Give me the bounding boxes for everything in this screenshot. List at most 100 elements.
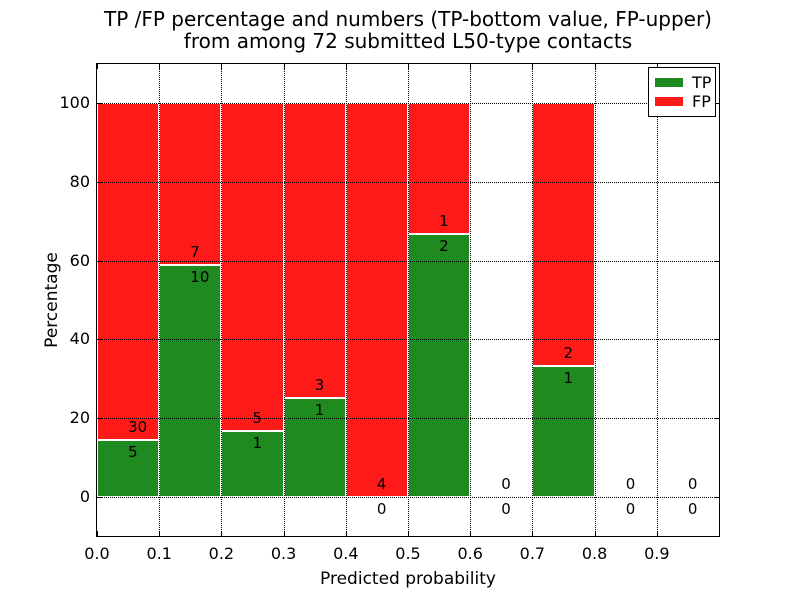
x-tick-mark [221, 64, 223, 69]
bar-segment-tp [97, 440, 160, 497]
x-tick-label: 0.7 [519, 544, 546, 563]
fp-count-label: 3 [314, 376, 325, 395]
x-tick-mark [221, 531, 223, 536]
x-tick-mark [97, 64, 98, 69]
x-tick-label: 0.2 [208, 544, 235, 563]
x-gridline [221, 64, 223, 536]
x-gridline [159, 64, 161, 536]
fp-count-label: 2 [563, 343, 574, 362]
tp-count-label: 0 [625, 499, 636, 518]
y-tick-mark [714, 103, 719, 105]
x-tick-mark [283, 531, 285, 536]
x-tick-label: 0.9 [644, 544, 670, 563]
bar-segment-tp [159, 265, 222, 497]
y-tick-mark [97, 103, 102, 105]
y-tick-label: 60 [69, 250, 90, 270]
legend-label: TP [692, 73, 712, 92]
x-tick-mark [470, 531, 472, 536]
fp-count-label: 0 [687, 474, 698, 493]
x-tick-mark [408, 64, 409, 69]
tp-count-label: 0 [376, 499, 387, 518]
x-tick-label: 0.8 [581, 544, 608, 563]
x-tick-mark [470, 64, 472, 69]
x-tick-mark [594, 64, 596, 69]
y-tick-label: 20 [69, 408, 90, 427]
x-tick-label: 0.0 [84, 544, 110, 563]
x-tick-label: 0.1 [146, 544, 172, 563]
tp-count-label: 1 [563, 368, 574, 387]
x-gridline [594, 64, 596, 536]
y-tick-mark [714, 182, 719, 183]
legend-swatch-tp [655, 78, 683, 87]
fp-count-label: 0 [625, 474, 636, 493]
x-tick-mark [532, 64, 534, 69]
x-tick-label: 0.3 [270, 544, 297, 563]
bar-segment-fp [159, 103, 222, 266]
y-tick-label: 80 [69, 172, 90, 191]
tp-count-label: 1 [252, 434, 263, 453]
legend-entry: FP [655, 92, 711, 111]
y-tick-label: 0 [79, 486, 90, 506]
bar-segment-fp [97, 103, 160, 441]
x-gridline [408, 64, 409, 536]
y-tick-mark [714, 418, 719, 419]
x-tick-mark [532, 531, 534, 536]
legend-entry: TP [655, 73, 712, 92]
y-tick-mark [97, 339, 102, 341]
fp-count-label: 7 [190, 243, 200, 262]
x-gridline [656, 64, 658, 536]
y-tick-mark [97, 260, 102, 262]
legend: TP FP [648, 67, 716, 117]
y-tick-label: 100 [59, 93, 90, 113]
fp-count-label: 5 [252, 409, 263, 428]
x-tick-label: 0.4 [333, 544, 359, 563]
x-gridline [532, 64, 534, 536]
fp-count-label: 0 [501, 474, 511, 493]
x-gridline [470, 64, 472, 536]
bar-segment-fp [408, 103, 471, 235]
chart-title-line1: TP /FP percentage and numbers (TP-bottom… [104, 7, 712, 31]
legend-label: FP [692, 92, 711, 111]
x-tick-mark [408, 531, 409, 536]
y-tick-mark [714, 260, 719, 262]
bar-segment-tp [408, 234, 471, 497]
tp-count-label: 0 [501, 499, 511, 518]
tp-count-label: 5 [128, 443, 138, 462]
fp-count-label: 1 [439, 212, 449, 231]
x-tick-label: 0.5 [395, 544, 421, 563]
chart-title: TP /FP percentage and numbers (TP-bottom… [96, 8, 720, 52]
plot-area: TP FP 30 5 7 10 5 1 3 1 4 0 1 2 0 0 2 1 0 0 0 0 [96, 63, 720, 537]
x-tick-mark [594, 531, 596, 536]
chart-title-line2: from among 72 submitted L50-type contact… [183, 29, 633, 53]
x-tick-mark [159, 64, 161, 69]
y-tick-mark [97, 496, 102, 498]
legend-swatch-fp [655, 97, 683, 106]
fp-count-label: 4 [376, 474, 387, 493]
bar-segment-tp [221, 431, 284, 497]
y-tick-label: 40 [69, 329, 90, 349]
bar-segment-fp [532, 103, 595, 366]
tp-count-label: 1 [314, 401, 325, 420]
x-tick-mark [159, 531, 161, 536]
x-tick-mark [345, 64, 347, 69]
y-tick-mark [97, 418, 102, 419]
x-axis-label: Predicted probability [320, 569, 496, 589]
x-tick-mark [345, 531, 347, 536]
fp-count-label: 30 [128, 418, 148, 437]
x-tick-mark [656, 531, 658, 536]
x-tick-mark [283, 64, 285, 69]
y-tick-mark [714, 339, 719, 341]
x-tick-mark [97, 531, 98, 536]
tp-count-label: 2 [439, 237, 449, 256]
x-tick-mark [656, 64, 658, 69]
tp-count-label: 0 [687, 499, 698, 518]
x-gridline [283, 64, 285, 536]
x-tick-label: 0.6 [457, 544, 483, 563]
bar-segment-fp [283, 103, 346, 399]
y-tick-mark [97, 182, 102, 183]
bar-segment-fp [345, 103, 408, 497]
bar-segment-fp [221, 103, 284, 432]
tp-count-label: 10 [190, 268, 210, 287]
x-gridline [345, 64, 347, 536]
